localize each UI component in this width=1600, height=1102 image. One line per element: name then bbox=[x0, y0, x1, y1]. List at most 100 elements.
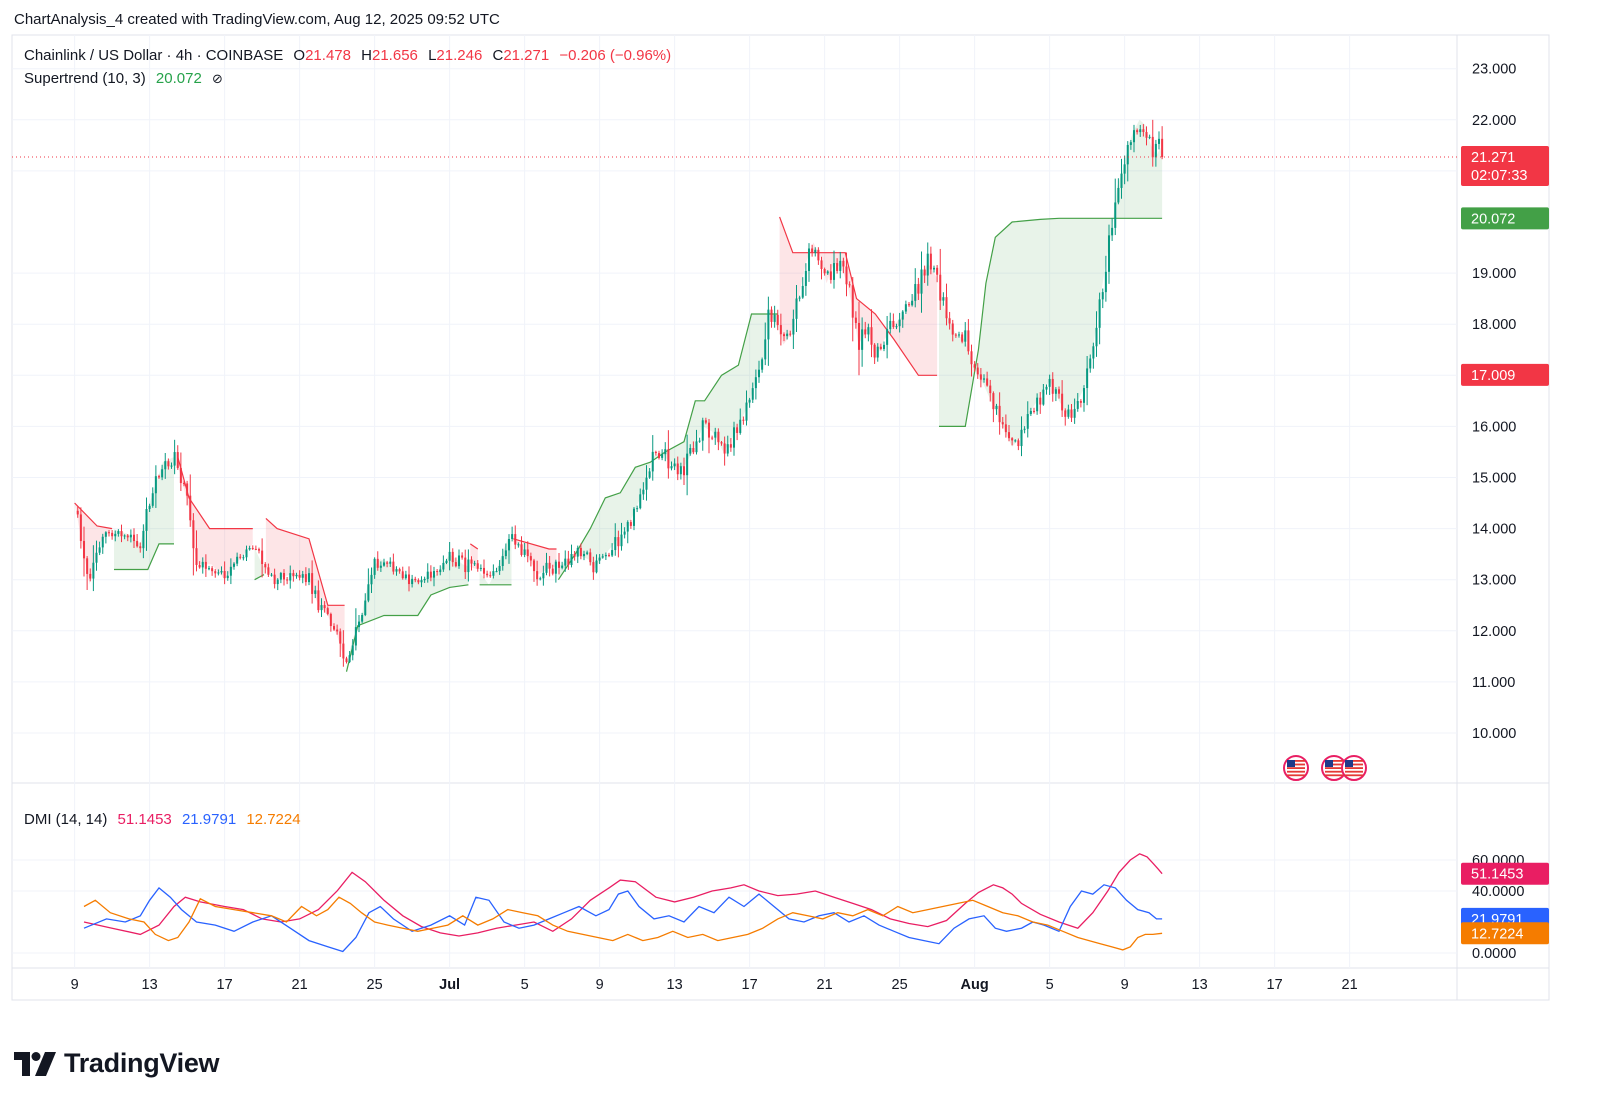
us-flag-icon[interactable] bbox=[1321, 755, 1347, 781]
candle bbox=[892, 313, 895, 329]
us-flag-icon[interactable] bbox=[1283, 755, 1309, 781]
candle-body bbox=[586, 552, 589, 554]
close-value: 21.271 bbox=[503, 47, 550, 64]
supertrend-label[interactable]: Supertrend (10, 3) bbox=[24, 70, 146, 87]
candle bbox=[223, 561, 226, 585]
dmi-label[interactable]: DMI (14, 14) bbox=[24, 811, 108, 828]
candle bbox=[111, 530, 114, 540]
candle bbox=[1086, 355, 1089, 406]
candle-body bbox=[417, 580, 420, 583]
candle-body bbox=[479, 567, 482, 569]
candle-body bbox=[1126, 144, 1129, 165]
candle-body bbox=[107, 532, 111, 534]
candle bbox=[954, 333, 957, 338]
candle-body bbox=[1007, 432, 1011, 439]
candle-body bbox=[517, 544, 520, 546]
candle bbox=[267, 563, 270, 577]
candle-body bbox=[742, 419, 745, 421]
candle-body bbox=[676, 463, 679, 475]
candle bbox=[489, 571, 492, 578]
dmi-line-di bbox=[83, 896, 1163, 951]
candle-body bbox=[523, 549, 526, 555]
caption-author[interactable]: ChartAnalysis_4 bbox=[14, 11, 124, 28]
candle bbox=[895, 323, 898, 330]
supertrend-badge: 20.072 bbox=[1461, 207, 1549, 230]
candle-body bbox=[1151, 136, 1154, 158]
candle bbox=[811, 244, 814, 257]
symbol-title[interactable]: Chainlink / US Dollar · 4h · COINBASE bbox=[24, 47, 284, 64]
candle-body bbox=[211, 568, 214, 572]
candle-body bbox=[576, 547, 579, 557]
candle bbox=[1039, 392, 1042, 414]
candle-body bbox=[179, 467, 182, 484]
flag-stripe bbox=[1287, 767, 1305, 769]
candle-body bbox=[1136, 130, 1139, 133]
candle bbox=[1011, 437, 1014, 446]
candle-body bbox=[1098, 299, 1101, 328]
candle bbox=[423, 576, 426, 583]
dmi-legend[interactable]: DMI (14, 14) 51.1453 21.9791 12.7224 bbox=[24, 811, 301, 828]
supertrend-value: 20.072 bbox=[155, 70, 202, 87]
supertrend-line-down bbox=[469, 543, 479, 550]
candle bbox=[676, 456, 679, 481]
candle bbox=[336, 624, 339, 635]
candle-body bbox=[679, 466, 682, 475]
us-flag-icon[interactable] bbox=[1341, 755, 1367, 781]
candle-body bbox=[1051, 378, 1054, 394]
candle bbox=[873, 343, 876, 364]
candle-body bbox=[1032, 410, 1036, 412]
candle bbox=[764, 322, 767, 366]
open-value: 21.478 bbox=[305, 47, 351, 64]
candle bbox=[1129, 139, 1132, 150]
candle-body bbox=[204, 561, 207, 569]
candle bbox=[117, 529, 120, 537]
candle-body bbox=[195, 548, 198, 565]
candle bbox=[864, 321, 867, 339]
candle-body bbox=[1073, 408, 1076, 418]
tradingview-logo[interactable]: TradingView bbox=[14, 1048, 220, 1079]
candle-body bbox=[711, 437, 714, 439]
candle bbox=[329, 612, 332, 632]
candle-body bbox=[1148, 136, 1151, 138]
candle bbox=[464, 549, 467, 579]
candle bbox=[367, 568, 370, 603]
candle-body bbox=[1054, 389, 1057, 394]
low-label: L bbox=[428, 47, 437, 64]
candle-body bbox=[1086, 368, 1089, 389]
last-price-badge-bg bbox=[1461, 146, 1549, 187]
event-markers[interactable] bbox=[1283, 755, 1367, 781]
candle bbox=[539, 576, 542, 581]
candle-body bbox=[1057, 389, 1061, 394]
candle bbox=[164, 453, 167, 479]
candle-body bbox=[370, 574, 373, 585]
candle bbox=[323, 601, 326, 613]
candle bbox=[776, 309, 779, 331]
candle-body bbox=[829, 271, 832, 280]
candle bbox=[964, 322, 967, 347]
candle-body bbox=[607, 554, 611, 556]
candles[interactable] bbox=[76, 119, 1164, 667]
symbol-legend[interactable]: Chainlink / US Dollar · 4h · COINBASE O2… bbox=[24, 47, 671, 64]
candle bbox=[561, 561, 564, 570]
candle-body bbox=[911, 300, 914, 306]
candle-body bbox=[942, 297, 945, 301]
supertrend-line-down bbox=[74, 502, 113, 530]
dmi-lines[interactable] bbox=[83, 853, 1163, 953]
candle bbox=[307, 568, 311, 586]
eye-off-icon[interactable]: ⊘ bbox=[211, 71, 223, 86]
candle-body bbox=[520, 544, 523, 555]
candle bbox=[79, 507, 82, 549]
candle-body bbox=[1117, 187, 1120, 203]
candle-body bbox=[339, 631, 342, 644]
candle-body bbox=[1114, 202, 1117, 228]
time-tick-label: 9 bbox=[1121, 977, 1129, 993]
candle-body bbox=[304, 574, 307, 583]
axes[interactable]: 9 13 17 21 25 Jul 5 9 13 17 21 25 Aug 5 9 13 17 21 23.000 2… bbox=[71, 62, 1525, 993]
candle-body bbox=[401, 571, 404, 579]
flag-stripe bbox=[1325, 763, 1343, 766]
candle bbox=[176, 445, 179, 470]
candle-body bbox=[864, 329, 867, 335]
supertrend-legend[interactable]: Supertrend (10, 3) 20.072 ⊘ bbox=[24, 70, 223, 87]
candle bbox=[614, 523, 617, 556]
